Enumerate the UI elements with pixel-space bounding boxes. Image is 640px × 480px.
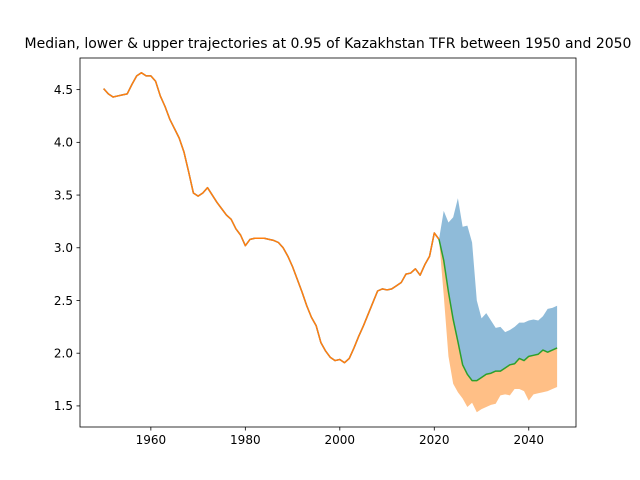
x-tick-label: 2040: [513, 433, 544, 447]
y-tick-label: 3.5: [54, 188, 73, 202]
x-tick-label: 1980: [230, 433, 261, 447]
x-axis: 1960 1980 2000 2020 2040: [136, 427, 544, 447]
plot-area: [103, 72, 558, 413]
y-tick-label: 2.0: [54, 347, 73, 361]
lower-band-area: [439, 239, 558, 413]
axes-frame: [79, 57, 577, 428]
upper-band-area: [439, 198, 558, 381]
history-line-orange: [103, 72, 440, 364]
x-tick-label: 2020: [419, 433, 450, 447]
y-tick-label: 4.0: [54, 136, 73, 150]
x-tick-label: 1960: [136, 433, 167, 447]
y-tick-label: 1.5: [54, 399, 73, 413]
x-tick-label: 2000: [325, 433, 356, 447]
y-tick-label: 3.0: [54, 241, 73, 255]
median-line: [438, 239, 558, 382]
y-tick-label: 2.5: [54, 294, 73, 308]
chart-title: Median, lower & upper trajectories at 0.…: [25, 36, 632, 52]
y-tick-label: 4.5: [54, 83, 73, 97]
y-axis: 1.5 2.0 2.5 3.0 3.5 4.0 4.5: [54, 83, 80, 413]
